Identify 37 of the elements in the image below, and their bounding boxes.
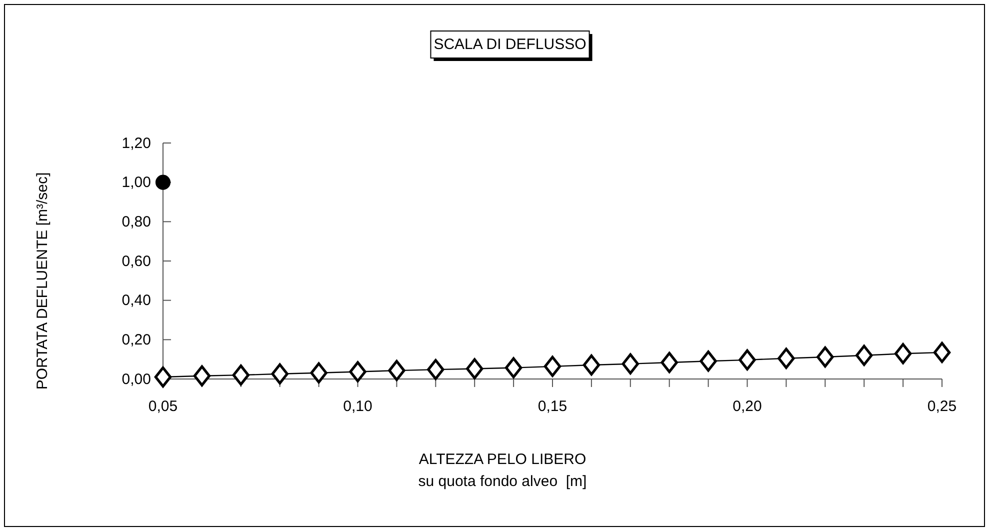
- point: [349, 361, 366, 382]
- point: [193, 365, 210, 386]
- point: [700, 350, 717, 372]
- point: [155, 174, 171, 190]
- point: [388, 360, 406, 382]
- x-axis-title: ALTEZZA PELO LIBERO su quota fondo alveo [m]: [418, 451, 587, 490]
- y-tick-label: 0,40: [122, 292, 151, 310]
- point: [856, 344, 873, 366]
- x-tick-label: 0,05: [148, 398, 178, 415]
- y-tick-label: 1,20: [122, 134, 151, 152]
- point: [894, 343, 912, 364]
- point: [816, 346, 834, 368]
- point: [232, 364, 250, 386]
- point: [582, 354, 600, 376]
- point: [544, 356, 562, 377]
- y-tick-label: 0,60: [122, 252, 151, 270]
- x-tick-label: 0,10: [343, 398, 372, 415]
- x-tick-label: 0,20: [732, 398, 762, 415]
- point: [622, 353, 639, 374]
- chart-title: SCALA DI DEFLUSSO: [434, 36, 586, 53]
- point: [505, 357, 522, 378]
- y-tick-label: 0,00: [122, 370, 151, 388]
- point: [154, 366, 172, 388]
- point: [778, 348, 795, 369]
- point: [310, 362, 328, 384]
- point: [466, 358, 484, 380]
- point: [427, 359, 444, 380]
- y-tick-label: 1,00: [122, 174, 151, 192]
- point: [738, 349, 756, 370]
- y-tick-label: 0,80: [122, 213, 151, 230]
- point: [660, 352, 678, 373]
- point: [271, 363, 288, 384]
- point: [933, 342, 951, 363]
- y-tick-label: 0,20: [122, 331, 151, 348]
- y-axis-title: PORTATA DEFLUENTE [m³/sec]: [34, 172, 51, 390]
- x-tick-label: 0,25: [927, 398, 957, 415]
- x-tick-label: 0,15: [538, 398, 568, 415]
